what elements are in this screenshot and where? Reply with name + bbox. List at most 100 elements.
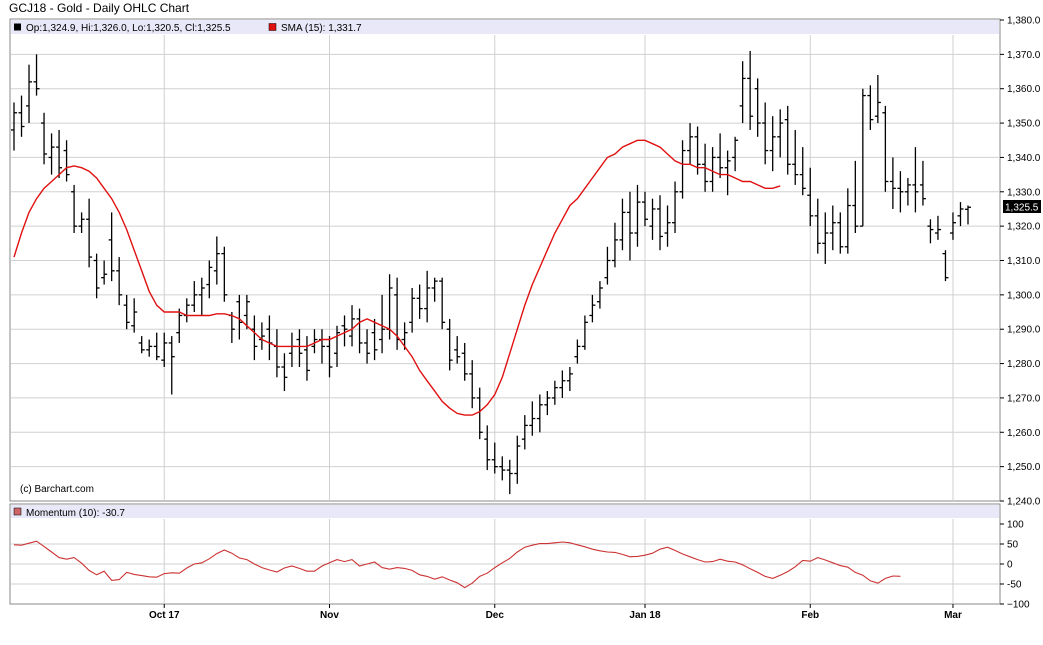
ohlc-bar (604, 246, 611, 285)
ohlc-bar (619, 198, 626, 251)
ohlc-bar (153, 332, 160, 361)
ohlc-bar (814, 198, 821, 254)
ohlc-bar (461, 342, 468, 381)
ohlc-bar (198, 277, 205, 316)
ohlc-bar (844, 188, 851, 254)
ohlc-bar (536, 394, 543, 433)
price-tick-label: 1,280.0 (1007, 359, 1041, 370)
ohlc-bar (687, 123, 694, 165)
momentum-line (13, 540, 901, 589)
last-price-tag: 1,325.5 (1005, 203, 1039, 214)
ohlc-bar (574, 339, 581, 364)
ohlc-bar (191, 281, 198, 313)
ohlc-bar (747, 50, 754, 130)
ohlc-bar (942, 250, 949, 282)
ohlc-bar (116, 257, 123, 306)
momentum-legend: Momentum (10): -30.7 (26, 508, 125, 519)
ohlc-bar (176, 308, 183, 343)
ohlc-bar (56, 129, 63, 179)
ohlc-bar (11, 102, 17, 151)
ohlc-bar (634, 184, 641, 247)
ohlc-bar (649, 198, 656, 240)
ohlc-bar (912, 147, 919, 213)
ohlc-bar (657, 195, 664, 251)
ohlc-bar (409, 287, 416, 333)
ohlc-bar (416, 284, 423, 319)
ohlc-bar (596, 281, 603, 309)
ohlc-bar (829, 205, 836, 251)
price-tick-label: 1,320.0 (1007, 222, 1041, 233)
ohlc-bar (927, 219, 934, 244)
ohlc-bar (641, 191, 648, 227)
ohlc-bar (303, 336, 310, 381)
ohlc-bar (611, 222, 618, 268)
sma-legend-swatch (268, 23, 277, 31)
ohlc-legend-swatch (14, 23, 21, 31)
ohlc-bar (326, 336, 333, 378)
ohlc-bar (754, 78, 761, 137)
last-price-tag-bg (1003, 200, 1041, 213)
ohlc-bar (311, 329, 318, 354)
price-tick-label: 1,300.0 (1007, 290, 1041, 301)
sma-line (13, 139, 781, 416)
copyright: (c) Barchart.com (20, 484, 94, 495)
ohlc-bar (709, 147, 716, 192)
ohlc-bar (506, 459, 513, 495)
ohlc-bar (784, 105, 791, 175)
ohlc-bar (446, 318, 453, 371)
ohlc-bar (334, 325, 341, 368)
ohlc-bar (26, 64, 33, 124)
ohlc-bar (566, 367, 573, 392)
ohlc-bar (454, 336, 461, 364)
ohlc-bar (957, 202, 964, 227)
ohlc-bar (243, 294, 250, 330)
ohlc-bar (581, 315, 588, 350)
ohlc-bar (41, 112, 48, 165)
ohlc-bar (792, 129, 799, 185)
ohlc-bar (371, 318, 378, 361)
price-tick-label: 1,260.0 (1007, 428, 1041, 439)
ohlc-bar (168, 336, 175, 395)
momentum-panel (9, 503, 1001, 605)
ohlc-bar (717, 133, 724, 179)
ohlc-bar (108, 212, 115, 282)
price-tick-label: 1,340.0 (1007, 153, 1041, 164)
ohlc-bar (123, 294, 130, 330)
ohlc-bar (424, 270, 431, 323)
ohlc-bar (221, 246, 228, 302)
ohlc-bar (146, 339, 153, 357)
price-tick-label: 1,370.0 (1007, 50, 1041, 61)
ohlc-bar (296, 329, 303, 368)
ohlc-bar (679, 140, 686, 199)
ohlc-bar (732, 136, 739, 172)
price-tick-label: 1,290.0 (1007, 325, 1041, 336)
ohlc-bar (897, 171, 904, 213)
ohlc-bar (281, 353, 288, 392)
ohlc-bar (551, 380, 558, 405)
momentum-legend-bar (11, 505, 999, 518)
price-tick-label: 1,310.0 (1007, 256, 1041, 267)
ohlc-bar (86, 198, 93, 268)
ohlc-bar (777, 109, 784, 158)
ohlc-bar (161, 332, 168, 368)
ohlc-bar (78, 212, 85, 234)
ohlc-bar (484, 425, 491, 471)
x-tick-label: Jan 18 (629, 610, 661, 621)
price-tick-label: 1,240.0 (1007, 497, 1041, 508)
ohlc-legend: Op:1,324.9, Hi:1,326.0, Lo:1,320.5, Cl:1… (26, 23, 231, 34)
momentum-legend-swatch (13, 507, 22, 516)
momentum-tick-label: 0 (1007, 560, 1013, 571)
ohlc-bar (206, 260, 213, 299)
momentum-tick-label: −100 (1007, 600, 1030, 611)
ohlc-bar (739, 61, 746, 124)
ohlc-bar (694, 126, 701, 175)
ohlc-bar (379, 294, 386, 354)
x-tick-label: Feb (801, 610, 819, 621)
ohlc-bar (131, 298, 138, 333)
ohlc-bar (48, 133, 55, 175)
ohlc-bar (469, 360, 476, 409)
price-tick-label: 1,350.0 (1007, 119, 1041, 130)
ohlc-bar (859, 88, 866, 227)
momentum-tick-label: 50 (1007, 540, 1019, 551)
